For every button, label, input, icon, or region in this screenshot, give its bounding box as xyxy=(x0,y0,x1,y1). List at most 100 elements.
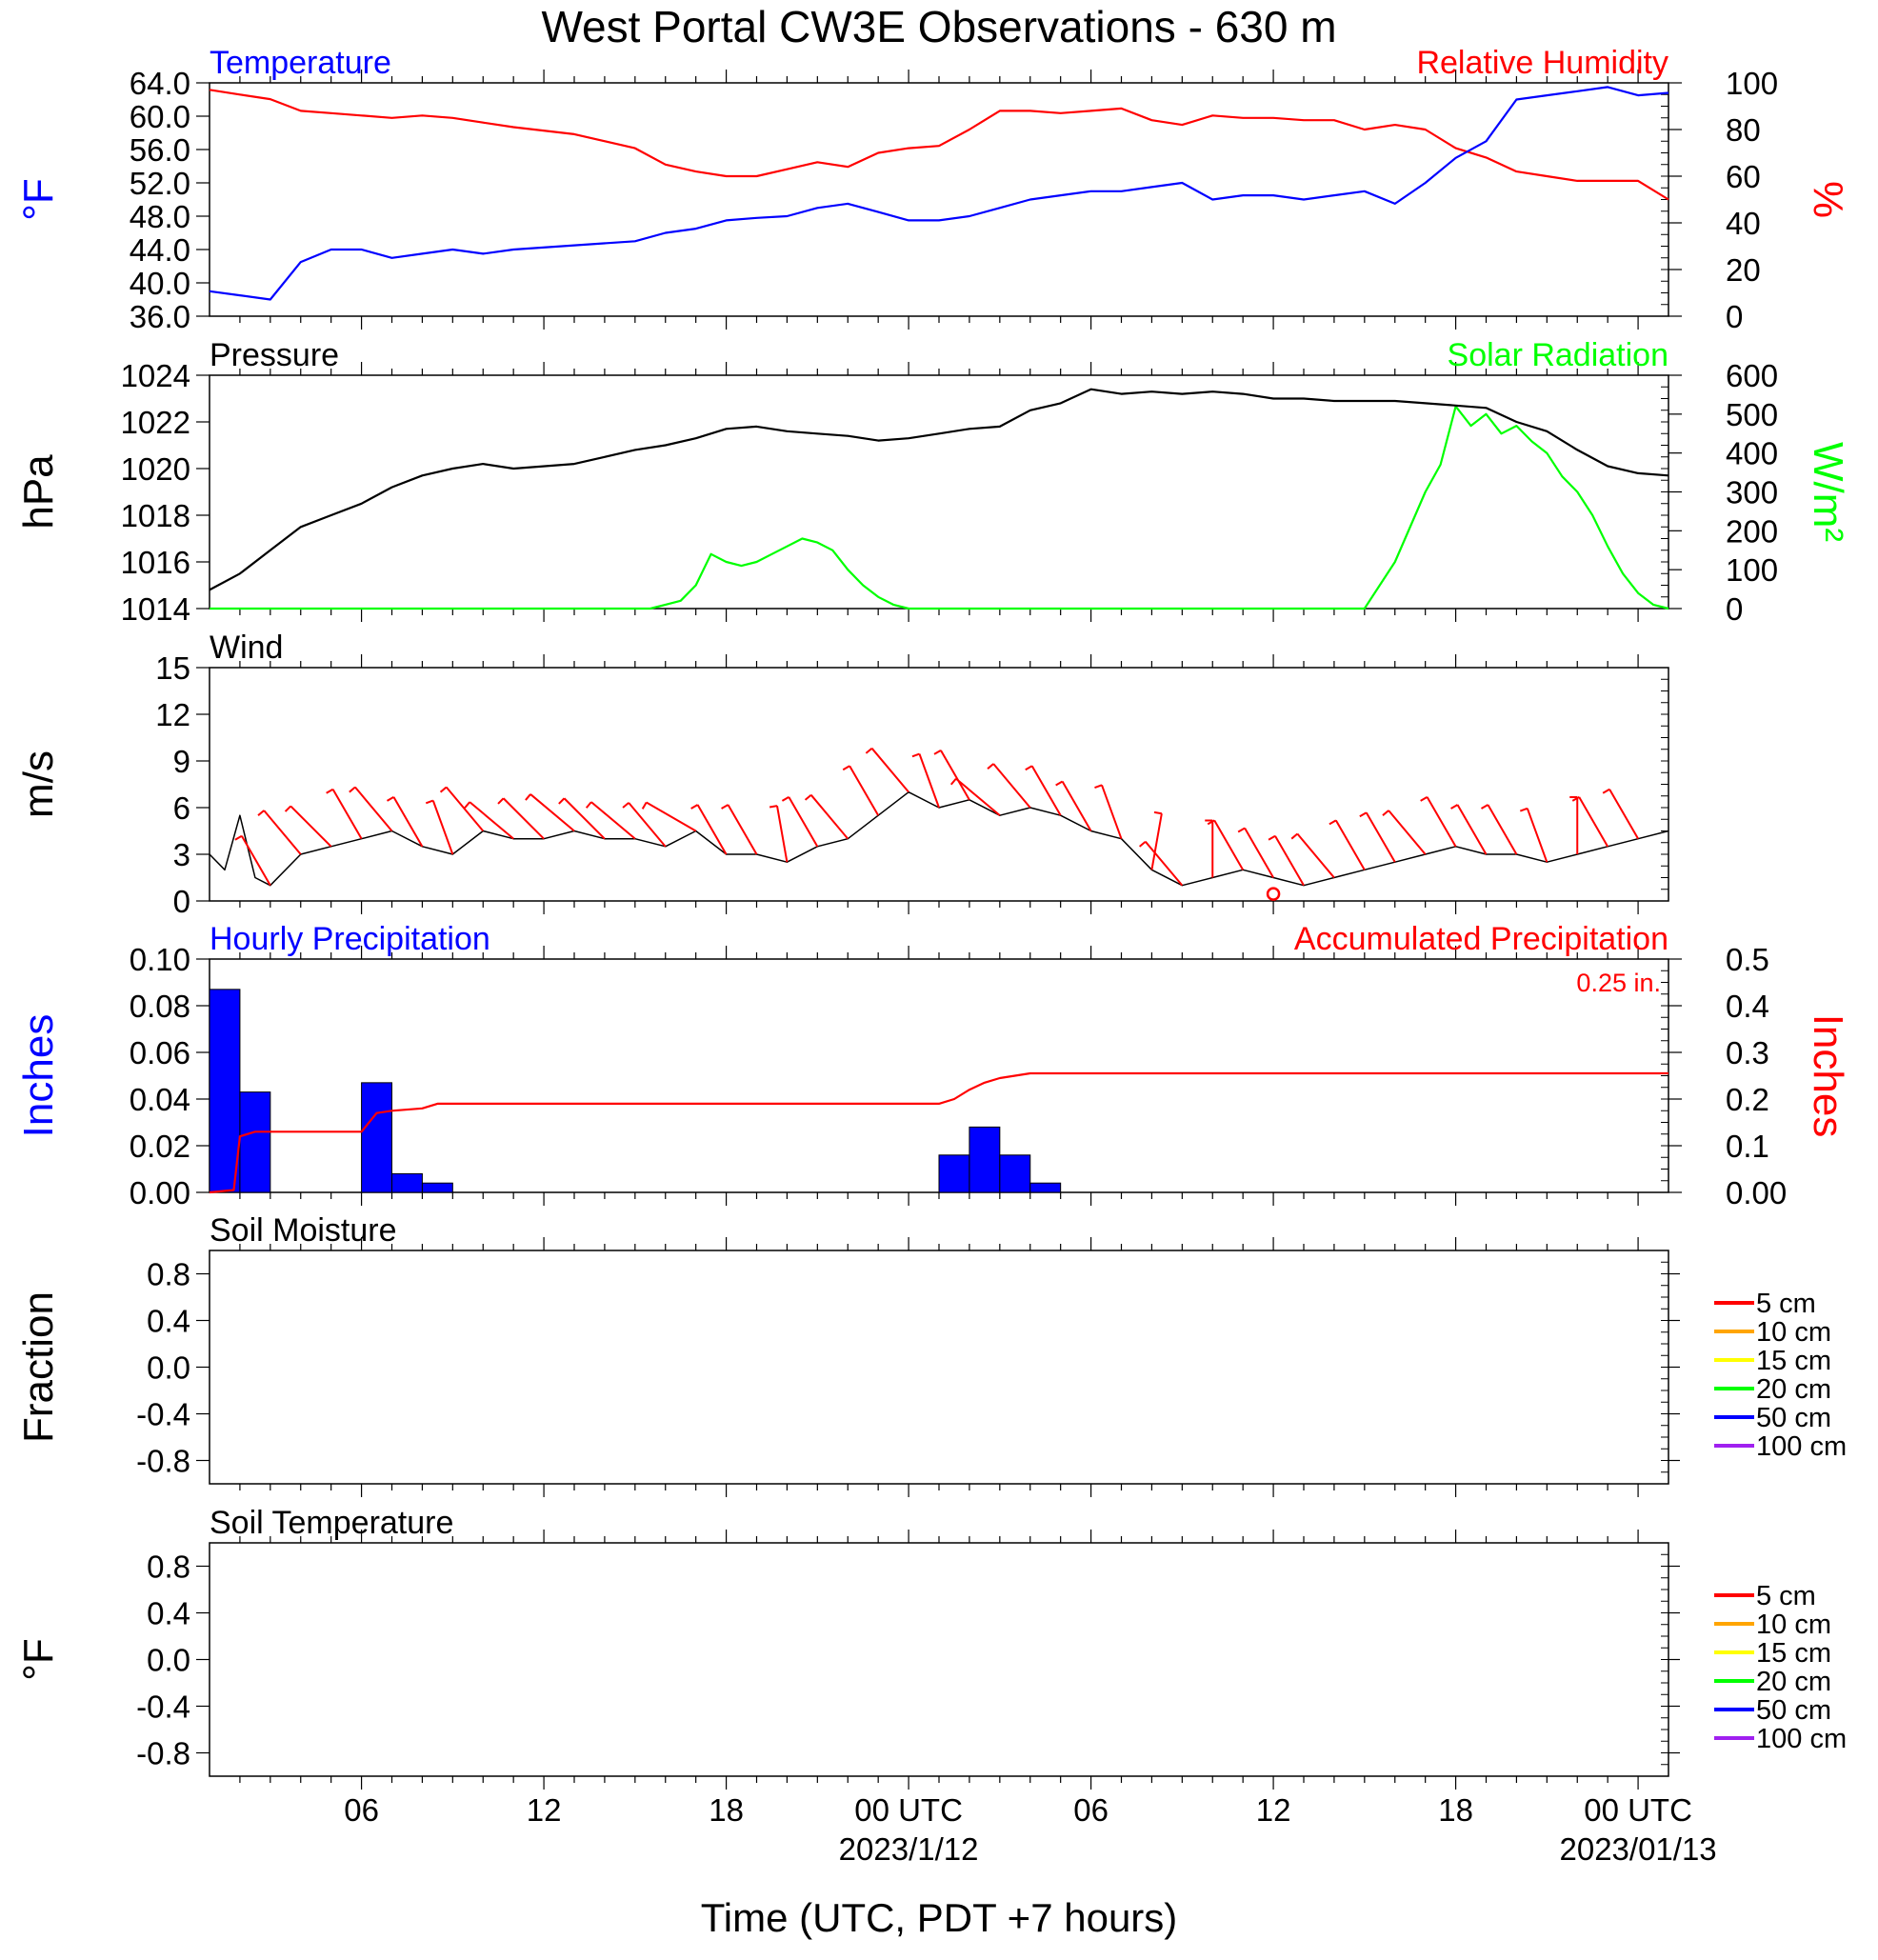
y-axis-label: hPa xyxy=(15,454,62,530)
x-tick-label: 06 xyxy=(344,1792,379,1828)
hourly-precip-bar xyxy=(239,1091,271,1193)
x-tick-label: 00 UTC xyxy=(854,1792,963,1828)
y2-tick-label: 600 xyxy=(1726,358,1778,393)
y2-tick-label: 300 xyxy=(1726,475,1778,510)
wind-barb xyxy=(955,777,1001,816)
wind-barb-flag xyxy=(804,793,812,801)
y2-tick-label: 0.3 xyxy=(1726,1035,1769,1070)
wind-barb-flag xyxy=(1268,834,1276,841)
wind-barb xyxy=(1608,789,1639,840)
legend-label: 15 cm xyxy=(1756,1346,1831,1376)
y-tick-label: 44.0 xyxy=(130,232,190,268)
accum-precip-line xyxy=(209,1071,1668,1194)
y2-tick-label: 80 xyxy=(1726,112,1761,148)
x-axis-label: Time (UTC, PDT +7 hours) xyxy=(701,1895,1178,1940)
y2-tick-label: 100 xyxy=(1726,66,1778,101)
y-tick-label: 0.04 xyxy=(130,1082,190,1117)
wind-panel: Wind 0 3 6 9 12 15 m/s xyxy=(15,630,1669,919)
y-axis-label: °F xyxy=(15,1638,62,1680)
hourly-precip-bar xyxy=(969,1126,1001,1193)
wind-barb xyxy=(1274,835,1305,887)
wind-barb-flag xyxy=(1138,840,1147,848)
hourly-precip-bar xyxy=(421,1182,453,1193)
wind-barb-flag xyxy=(1602,788,1610,794)
wind-barb xyxy=(563,797,606,840)
x-date-label: 2023/1/12 xyxy=(839,1831,979,1867)
wind-barb xyxy=(431,800,454,855)
wind-barb xyxy=(1334,819,1366,870)
y-tick-label: 52.0 xyxy=(130,166,190,201)
wind-barb-flag xyxy=(769,805,778,809)
wind-barb-flag xyxy=(1153,810,1163,815)
legend-label: 20 cm xyxy=(1756,1667,1831,1697)
wind-speed-line xyxy=(209,790,1669,887)
hourly-precip-bar xyxy=(361,1082,393,1193)
wind-barb-flag xyxy=(349,786,356,793)
hourly-precip-bar xyxy=(209,989,241,1193)
wind-barb-flag xyxy=(622,802,629,809)
y2-tick-label: 400 xyxy=(1726,436,1778,471)
y-tick-label: 0.0 xyxy=(147,1350,190,1386)
wind-barb xyxy=(1296,832,1335,879)
wind-barb xyxy=(870,748,909,793)
y-axis-label: Fraction xyxy=(15,1291,62,1443)
wind-barb-flag xyxy=(1055,780,1064,787)
legend-label: 20 cm xyxy=(1756,1374,1831,1405)
calm-wind-marker xyxy=(1266,887,1281,901)
hourly-precip-bar xyxy=(1029,1182,1062,1193)
legend-label: 10 cm xyxy=(1756,1317,1831,1348)
y-tick-label: 1014 xyxy=(121,591,190,627)
wind-barb-flag xyxy=(1207,819,1215,826)
y-axis-label: m/s xyxy=(15,750,62,818)
panel-title-hourly-precip: Hourly Precipitation xyxy=(210,921,490,957)
legend-label: 5 cm xyxy=(1756,1289,1816,1319)
y2-tick-label: 0 xyxy=(1726,591,1743,627)
y-tick-label: 0.0 xyxy=(147,1643,190,1678)
panel-title-soil: Soil Temperature xyxy=(210,1505,453,1541)
wind-barb-flag xyxy=(386,796,394,802)
wind-barb xyxy=(788,796,819,848)
x-date-label: 2023/01/13 xyxy=(1559,1831,1716,1867)
wind-barb-flag xyxy=(933,750,942,755)
y2-axis-label: W/m² xyxy=(1805,442,1851,542)
legend-label: 50 cm xyxy=(1756,1695,1831,1726)
plot-frame xyxy=(209,374,1669,610)
wind-barb xyxy=(1030,765,1062,816)
y-axis-label: Inches xyxy=(15,1014,62,1138)
y2-axis-label: Inches xyxy=(1805,1014,1851,1138)
y-tick-label: 3 xyxy=(173,837,190,872)
y-tick-label: 0.08 xyxy=(130,989,190,1024)
wind-barb-flag xyxy=(284,805,291,812)
y-tick-label: 64.0 xyxy=(130,66,190,101)
legend-label: 50 cm xyxy=(1756,1403,1831,1433)
x-tick-label: 00 UTC xyxy=(1584,1792,1692,1828)
x-tick-label: 18 xyxy=(709,1792,744,1828)
wind-barb xyxy=(1426,796,1457,848)
wind-barb xyxy=(1365,811,1396,863)
wind-barb-flag xyxy=(585,801,592,809)
y2-axis-label: % xyxy=(1805,181,1851,218)
y2-tick-label: 0.5 xyxy=(1726,942,1769,977)
wind-barb xyxy=(1061,781,1092,831)
wind-barb-flag xyxy=(1480,804,1488,810)
y-tick-label: 0 xyxy=(173,884,190,919)
y-tick-label: 0.8 xyxy=(147,1550,190,1585)
wind-barb-flag xyxy=(464,801,470,809)
wind-barb-flag xyxy=(865,747,873,754)
wind-barb-flag xyxy=(987,763,994,770)
y2-tick-label: 200 xyxy=(1726,513,1778,549)
y-tick-label: 0.06 xyxy=(130,1035,190,1070)
panel-title-pressure: Pressure xyxy=(210,337,339,373)
wind-barb-flag xyxy=(641,802,648,810)
wind-barb xyxy=(940,750,970,801)
y2-tick-label: 60 xyxy=(1726,159,1761,194)
y-tick-label: 48.0 xyxy=(130,199,190,234)
plot-frame xyxy=(209,82,1669,317)
wind-barb-flag xyxy=(911,752,920,758)
y2-tick-label: 20 xyxy=(1726,252,1761,288)
y2-tick-label: 0 xyxy=(1726,299,1743,334)
y-tick-label: 0.00 xyxy=(130,1175,190,1210)
y-tick-label: 12 xyxy=(155,697,190,732)
panel-title-wind: Wind xyxy=(210,630,283,666)
